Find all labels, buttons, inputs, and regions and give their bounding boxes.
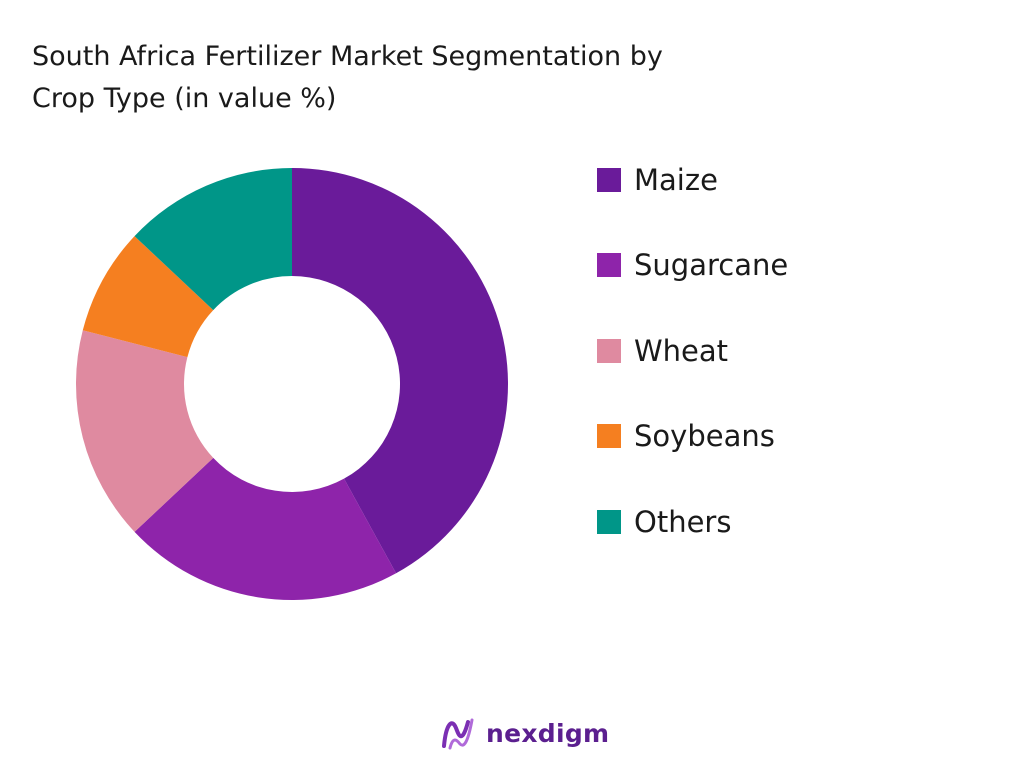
slice-wheat	[76, 330, 214, 532]
chart-title: South Africa Fertilizer Market Segmentat…	[32, 41, 663, 114]
legend-swatch	[597, 338, 621, 363]
legend-item-others: Others	[597, 500, 788, 543]
legend-item-sugarcane: Sugarcane	[597, 244, 788, 287]
legend-swatch	[597, 167, 621, 192]
legend-label: Others	[634, 504, 732, 539]
legend-label: Maize	[634, 162, 718, 197]
donut-slices	[76, 168, 508, 600]
legend-item-soybeans: Soybeans	[597, 415, 788, 458]
legend-swatch	[597, 509, 621, 534]
chart-legend: Maize Sugarcane Wheat Soybeans Others	[597, 158, 788, 586]
brand-footer: nexdigm	[440, 714, 609, 752]
slice-soybeans	[82, 236, 214, 358]
legend-swatch	[597, 424, 621, 448]
legend-label: Wheat	[634, 333, 729, 368]
slice-others	[134, 168, 292, 311]
slice-maize	[292, 168, 508, 574]
nexdigm-logo-icon	[442, 718, 474, 750]
legend-item-wheat: Wheat	[597, 329, 788, 372]
brand-name: nexdigm	[486, 718, 610, 748]
legend-label: Sugarcane	[634, 248, 789, 282]
slice-sugarcane	[134, 457, 397, 600]
legend-item-maize: Maize	[597, 158, 788, 201]
legend-label: Soybeans	[634, 419, 775, 453]
legend-swatch	[597, 253, 621, 277]
